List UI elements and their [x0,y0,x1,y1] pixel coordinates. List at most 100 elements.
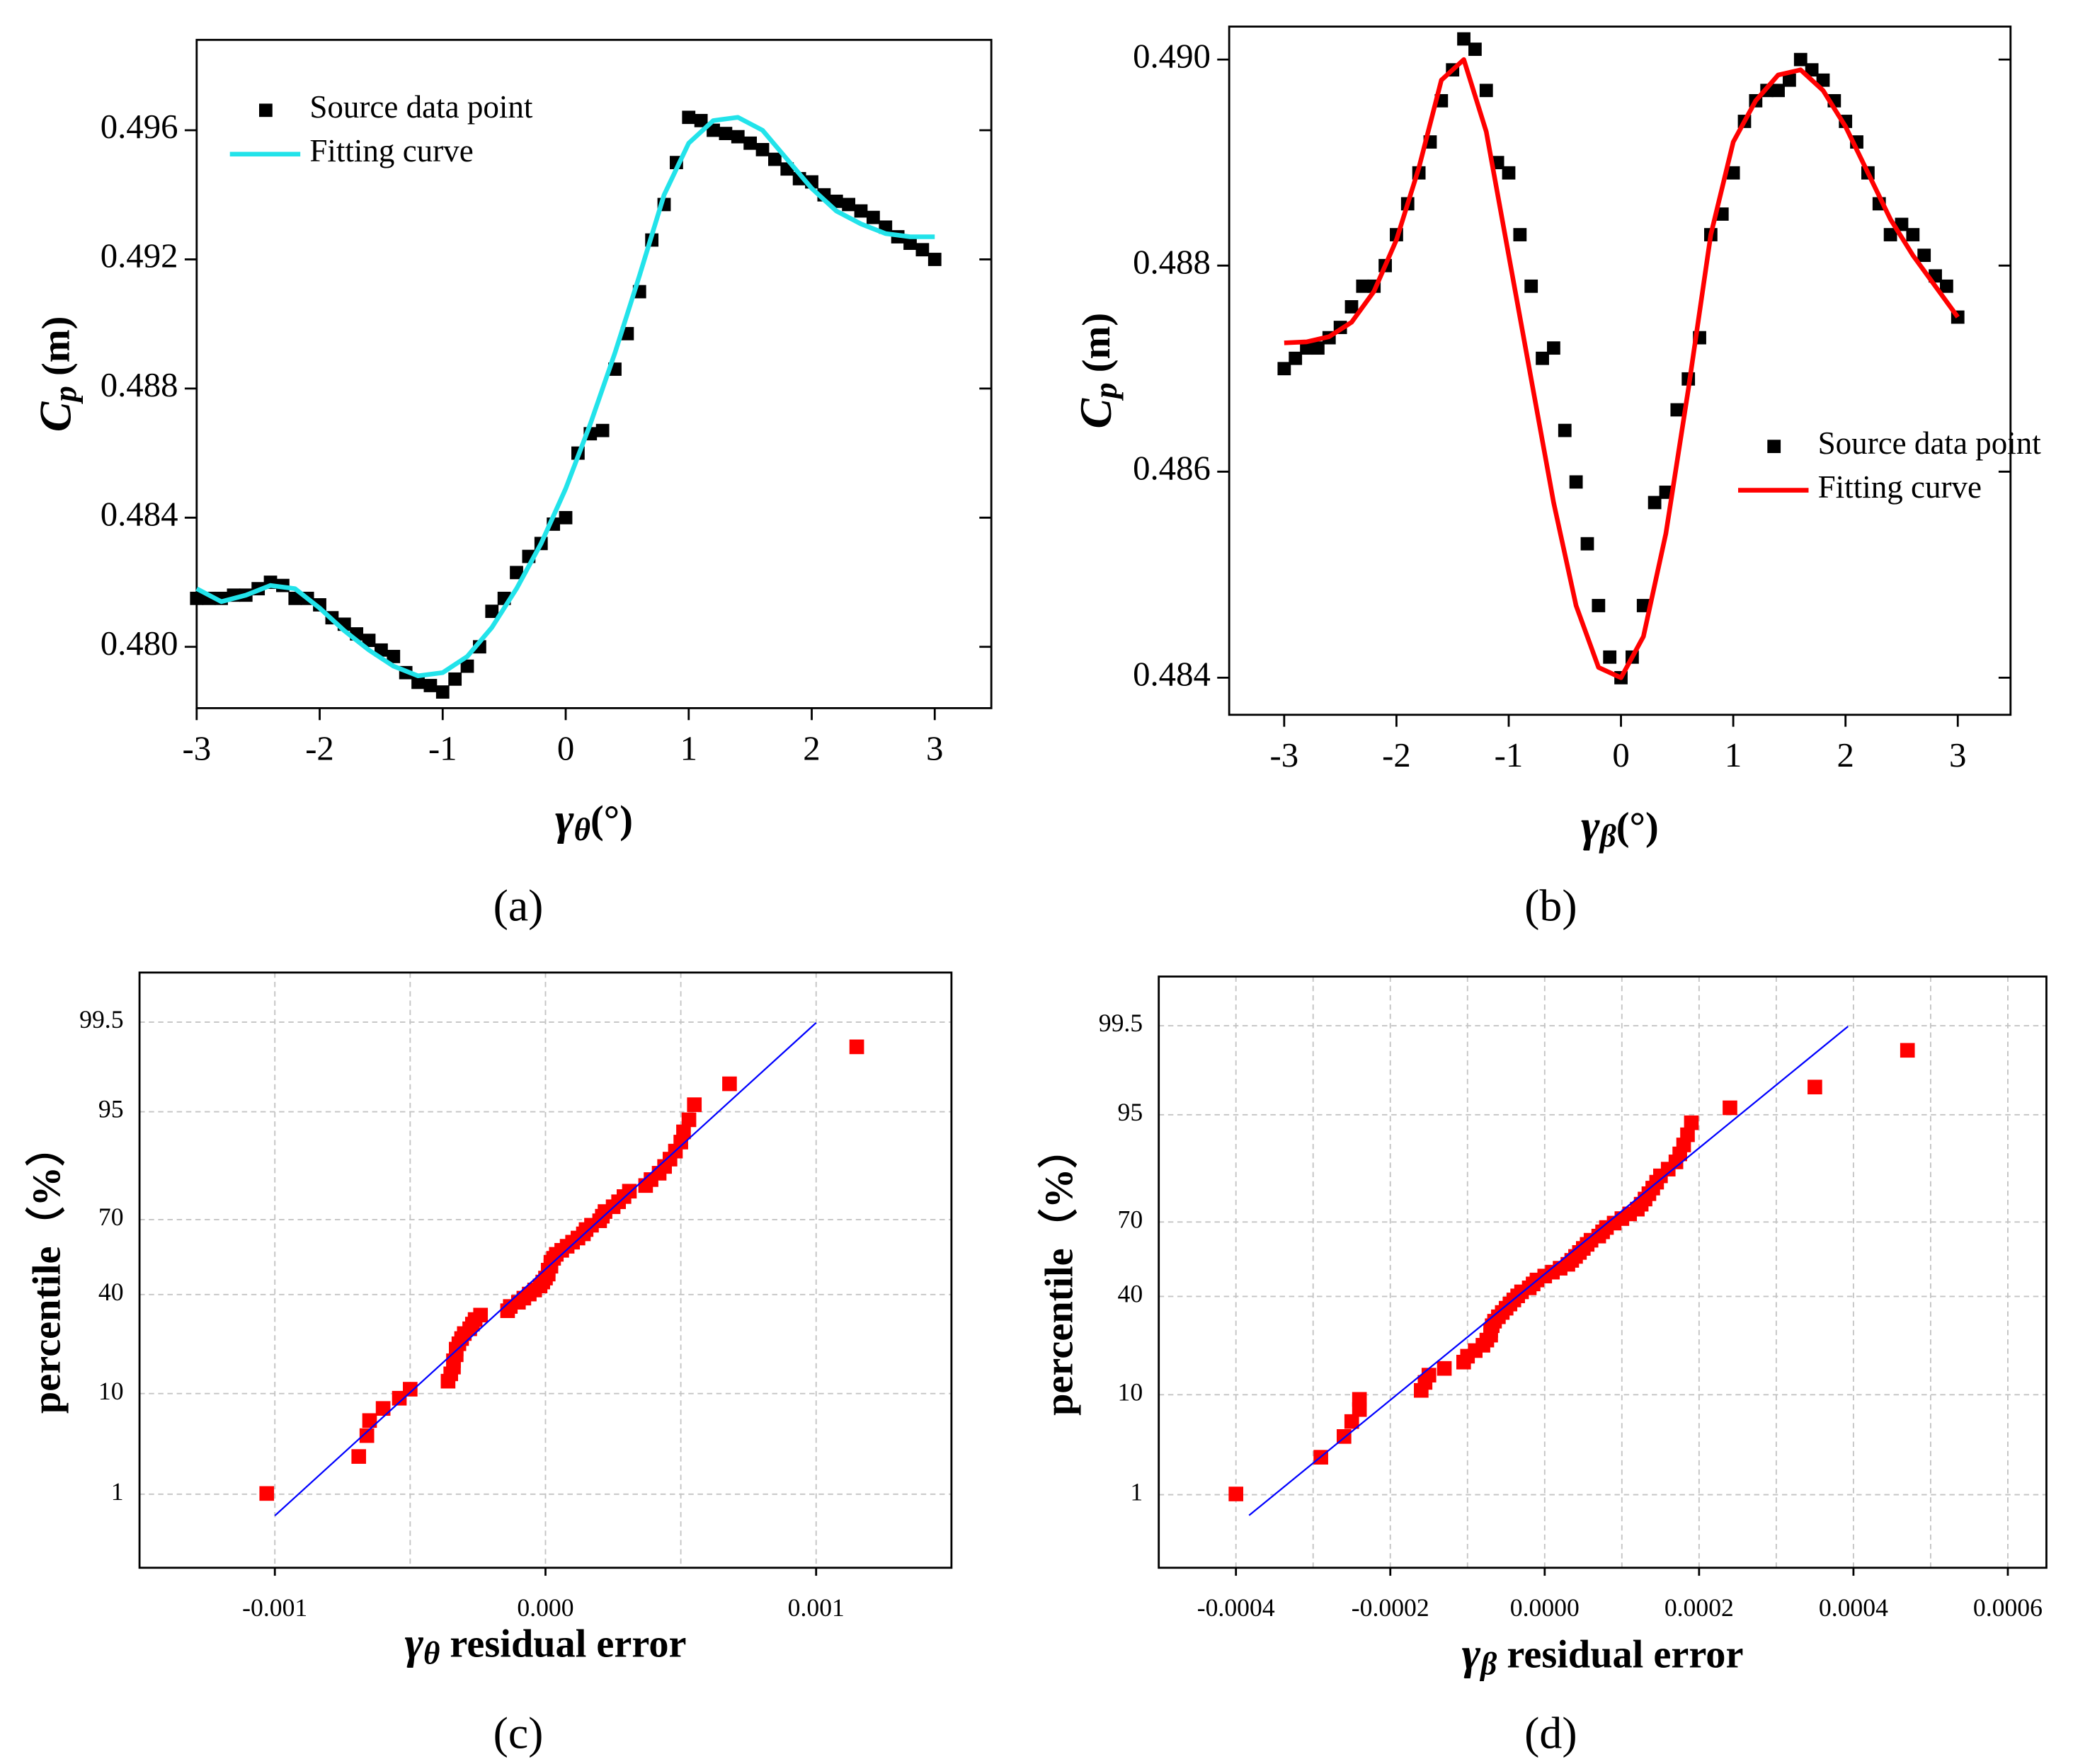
data-point [1647,496,1662,510]
panel-caption: (b) [1524,880,1577,930]
data-point [460,659,474,673]
data-point [435,685,450,699]
y-tick-label: 1 [111,1477,124,1506]
data-point [1437,1361,1452,1376]
data-point [842,197,856,212]
data-point [259,1486,275,1501]
data-point [1536,351,1549,365]
axis-text: residual error [1497,1632,1743,1676]
data-point [1457,32,1470,46]
data-point [1906,228,1920,241]
axis-text: residual error [440,1622,686,1666]
data-point [1816,73,1830,87]
y-axis-title: percentile（%） [1036,1128,1081,1415]
axis-text: (°) [1616,805,1659,849]
data-point [622,1184,637,1199]
axis-text: (m) [1075,313,1119,382]
x-tick-label: -0.001 [242,1593,307,1622]
data-point [1580,537,1594,551]
y-tick-label: 70 [98,1203,124,1231]
x-tick-label: 1 [1725,736,1742,774]
y-axis-title: percentile（%） [24,1127,69,1414]
data-point [849,1039,864,1055]
data-point [1917,248,1931,263]
data-point [1883,228,1897,241]
x-tick-label: -2 [1382,736,1411,774]
y-tick-label: 1 [1130,1478,1143,1506]
data-point [1421,1368,1437,1382]
data-point [1524,279,1538,293]
data-point [1569,475,1583,489]
data-point [927,253,942,266]
data-point [510,566,523,580]
data-point [731,130,745,144]
data-point [1771,84,1785,98]
axis-subscript: β [1599,819,1616,854]
x-tick-label: 3 [1949,736,1966,774]
x-tick-label: 0.0006 [1973,1593,2043,1622]
data-point [1468,42,1482,56]
y-tick-label: 0.488 [101,366,178,404]
data-point [1289,351,1303,365]
data-point [190,591,204,605]
data-point [903,236,917,251]
data-point [288,591,302,605]
x-tick-label: 3 [926,730,943,768]
data-point [1547,341,1560,355]
data-point [707,123,720,137]
data-point [1356,279,1370,293]
axis-text: (°) [590,798,633,842]
data-point [1940,279,1953,293]
axis-subscript: θ [574,812,590,847]
x-tick-label: 2 [803,730,820,768]
data-point [387,650,401,663]
data-point [351,1449,367,1464]
y-tick-label: 0.488 [1133,243,1211,281]
y-tick-label: 95 [1117,1098,1143,1126]
data-point [1344,300,1359,314]
x-tick-label: 2 [1837,736,1854,774]
data-point [473,1307,489,1323]
x-tick-label: -2 [305,730,334,768]
data-point [485,605,499,618]
data-point [375,1401,391,1416]
data-point [867,210,880,224]
data-point [362,634,376,648]
axis-symbol: γ [1462,1628,1481,1678]
axis-symbol: C [1070,397,1121,428]
data-point [1723,1100,1737,1116]
x-axis-title: γθ residual error [404,1617,686,1671]
y-tick-label: 0.484 [101,496,178,534]
fit-curve [195,115,935,679]
data-point [1793,52,1808,67]
panel-caption: (d) [1524,1708,1577,1758]
legend-text: Fitting curve [309,133,473,168]
x-tick-label: 0.000 [517,1593,573,1622]
y-tick-label: 10 [98,1377,124,1405]
data-point [1352,1392,1367,1407]
data-point [829,194,843,208]
reference-line [274,1021,817,1516]
legend-marker [1767,440,1781,454]
data-point [559,510,573,525]
data-point [682,110,696,125]
y-tick-label: 99.5 [79,1005,123,1033]
data-point [1900,1043,1915,1058]
data-point [1592,599,1606,612]
axis-text: (m) [34,316,78,386]
y-tick-label: 0.496 [101,108,178,146]
y-tick-label: 0.490 [1133,37,1211,75]
panel-caption: (c) [493,1708,544,1758]
data-point [1783,73,1796,87]
data-point [1479,84,1493,98]
y-tick-label: 10 [1117,1378,1143,1407]
data-point [1726,166,1740,180]
data-point [743,136,758,150]
data-point [676,1124,691,1140]
y-tick-label: 95 [98,1095,124,1123]
axis-subscript: θ [423,1636,440,1671]
data-point [687,1097,702,1112]
data-point [1513,228,1527,241]
y-tick-label: 40 [98,1278,124,1306]
data-point [722,1076,737,1092]
